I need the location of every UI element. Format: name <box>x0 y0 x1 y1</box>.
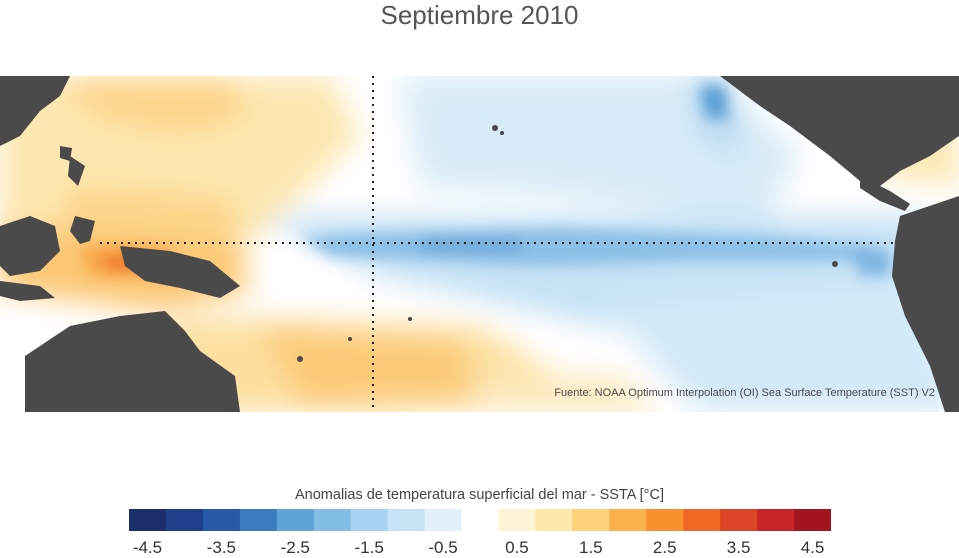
colorbar-tick-label: 4.5 <box>800 538 825 557</box>
colorbar-tick-label: -1.5 <box>354 538 384 557</box>
colorbar-swatch <box>202 509 241 531</box>
colorbar <box>129 509 831 531</box>
colorbar-tick-label: -3.5 <box>206 538 236 557</box>
colorbar-ticks: -4.5 -3.5 -2.5 -1.5 -0.5 0.5 1.5 2.5 3.5 4.5 <box>0 538 959 558</box>
colorbar-tick-label: -4.5 <box>132 538 163 557</box>
colorbar-tick-label: -0.5 <box>428 538 458 557</box>
colorbar-swatch <box>239 509 278 531</box>
colorbar-swatch <box>794 509 831 531</box>
colorbar-swatch <box>350 509 389 531</box>
ssta-map <box>0 76 959 412</box>
colorbar-swatch <box>572 509 610 531</box>
colorbar-swatch <box>535 509 573 531</box>
colorbar-swatch <box>757 509 795 531</box>
colorbar-swatch <box>165 509 204 531</box>
colorbar-swatch <box>609 509 647 531</box>
colorbar-swatch <box>646 509 684 531</box>
colorbar-tick-label: 3.5 <box>726 538 751 557</box>
colorbar-swatch <box>387 509 426 531</box>
map-title: Septiembre 2010 <box>380 0 579 30</box>
colorbar-tick-label: 2.5 <box>652 538 677 557</box>
colorbar-swatch <box>129 509 167 531</box>
reference-lines <box>100 76 895 412</box>
land-masses <box>0 76 959 412</box>
colorbar-swatch <box>461 509 500 531</box>
colorbar-swatch <box>424 509 463 531</box>
colorbar-swatch <box>683 509 721 531</box>
colorbar-swatch <box>720 509 758 531</box>
colorbar-swatch <box>276 509 315 531</box>
colorbar-tick-label: -2.5 <box>280 538 310 557</box>
colorbar-title: Anomalias de temperatura superficial del… <box>295 487 664 503</box>
colorbar-swatch <box>313 509 352 531</box>
colorbar-tick-label: 1.5 <box>579 538 603 557</box>
colorbar-tick-label: 0.5 <box>505 538 529 557</box>
colorbar-swatch <box>498 509 537 531</box>
data-source-note: Fuente: NOAA Optimum Interpolation (OI) … <box>554 387 935 399</box>
